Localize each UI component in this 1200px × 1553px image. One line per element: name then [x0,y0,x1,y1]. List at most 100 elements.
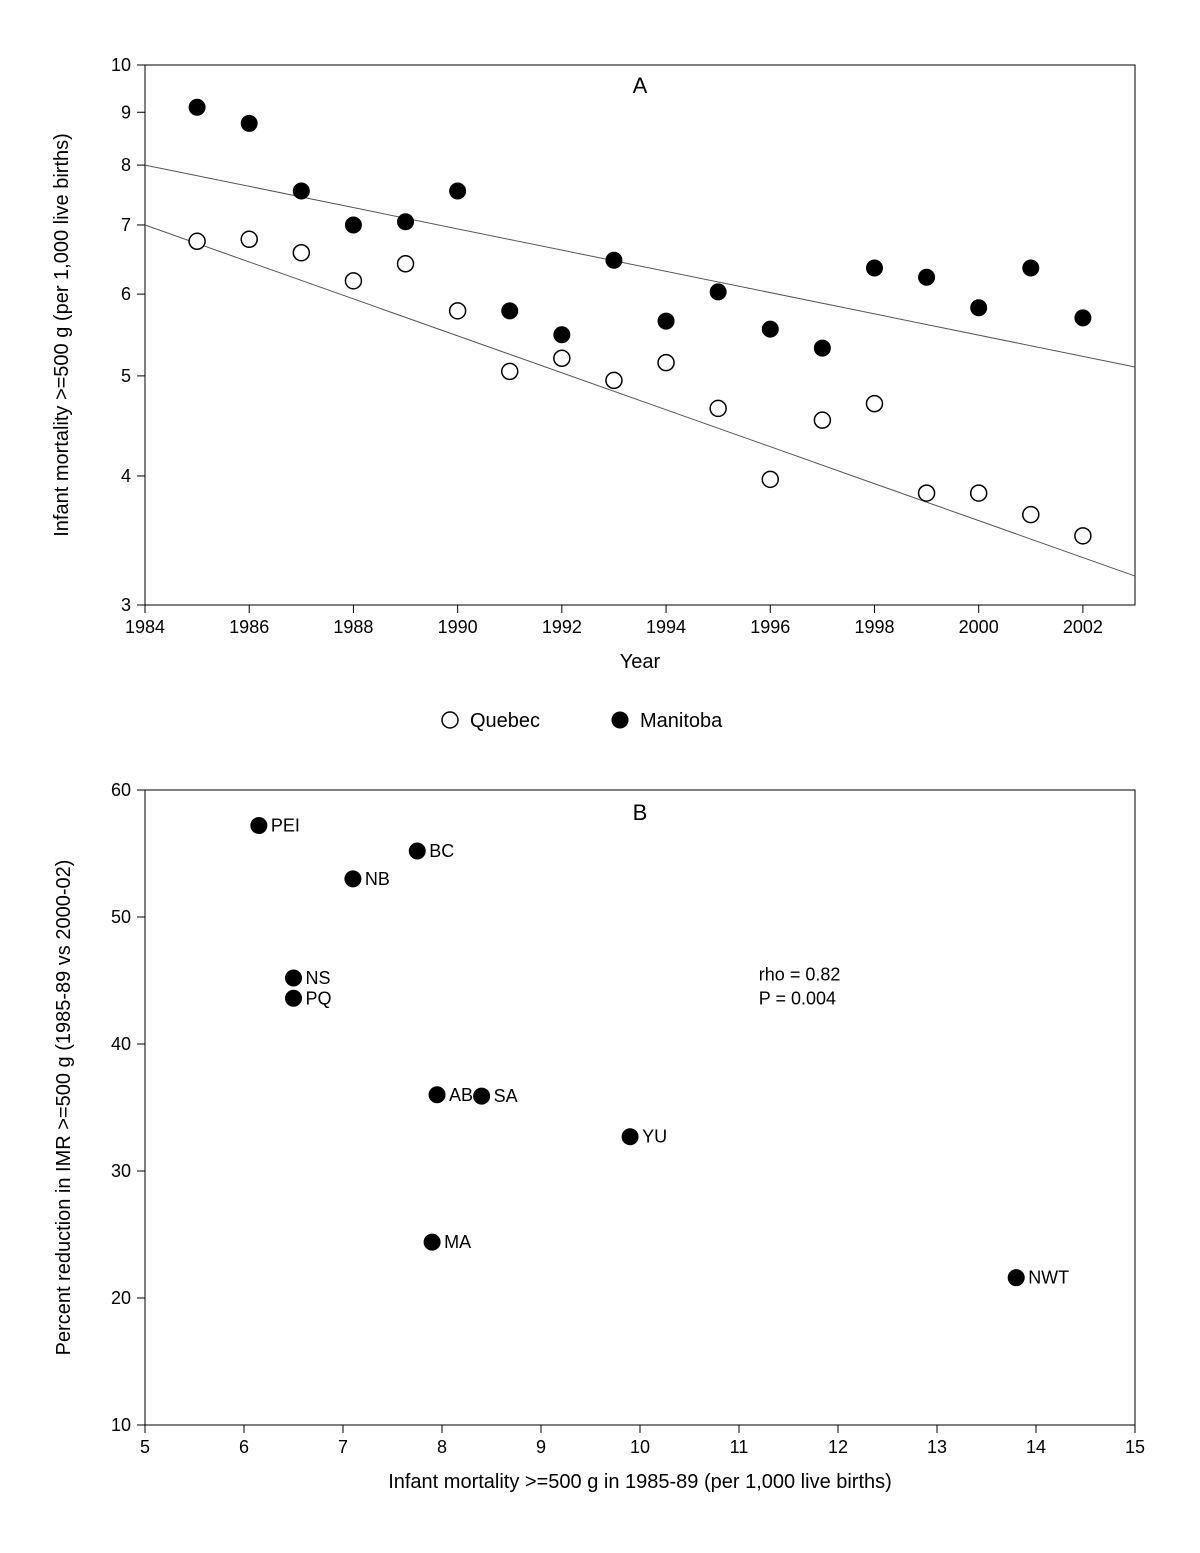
legend: Quebec Manitoba [40,700,1160,740]
data-point [293,245,309,261]
x-tick-label: 15 [1125,1437,1145,1457]
data-point [814,340,830,356]
data-point [710,400,726,416]
data-point [1075,528,1091,544]
x-tick-label: 5 [140,1437,150,1457]
data-point [919,269,935,285]
plot-area-a [145,65,1135,605]
data-point [345,871,361,887]
data-point [606,372,622,388]
point-label: AB [449,1085,473,1105]
y-tick-label: 30 [111,1161,131,1181]
data-point [866,260,882,276]
data-point [286,970,302,986]
x-tick-label: 1988 [333,617,373,637]
y-tick-label: 8 [121,155,131,175]
data-point [622,1129,638,1145]
x-tick-label: 6 [239,1437,249,1457]
data-point [189,233,205,249]
x-tick-label: 1994 [646,617,686,637]
data-point [345,217,361,233]
data-point [866,396,882,412]
data-point [241,115,257,131]
data-point [502,363,518,379]
y-tick-label: 10 [111,55,131,75]
point-label: MA [444,1232,471,1252]
data-point [450,183,466,199]
data-point [241,231,257,247]
data-point [286,990,302,1006]
x-tick-label: 1986 [229,617,269,637]
x-tick-label: 7 [338,1437,348,1457]
y-tick-label: 50 [111,907,131,927]
legend-label: Quebec [470,710,540,732]
x-tick-label: 14 [1026,1437,1046,1457]
x-tick-label: 1990 [438,617,478,637]
data-point [710,284,726,300]
annotation-text: P = 0.004 [759,989,836,1009]
y-tick-label: 4 [121,466,131,486]
x-tick-label: 10 [630,1437,650,1457]
data-point [1008,1270,1024,1286]
legend-marker [442,712,458,728]
data-point [424,1234,440,1250]
data-point [474,1088,490,1104]
y-tick-label: 6 [121,284,131,304]
data-point [189,99,205,115]
point-label: NWT [1028,1268,1069,1288]
x-tick-label: 1992 [542,617,582,637]
point-label: BC [429,841,454,861]
point-label: SA [494,1086,518,1106]
data-point [919,485,935,501]
x-tick-label: 1996 [750,617,790,637]
data-point [398,256,414,272]
data-point [971,485,987,501]
x-tick-label: 8 [437,1437,447,1457]
data-point [658,355,674,371]
y-axis-label-b: Percent reduction in IMR >=500 g (1985-8… [53,860,75,1356]
point-label: NB [365,869,390,889]
y-tick-label: 7 [121,215,131,235]
data-point [971,300,987,316]
x-tick-label: 13 [927,1437,947,1457]
data-point [398,214,414,230]
data-point [658,313,674,329]
data-point [450,303,466,319]
x-axis-label-b: Infant mortality >=500 g in 1985-89 (per… [388,1471,892,1493]
x-tick-label: 2002 [1063,617,1103,637]
plot-area-b [145,790,1135,1425]
y-tick-label: 40 [111,1034,131,1054]
data-point [554,350,570,366]
data-point [606,252,622,268]
data-point [762,471,778,487]
point-label: YU [642,1127,667,1147]
panel-b-svg: 56789101112131415102030405060Infant mort… [40,770,1160,1500]
y-tick-label: 3 [121,595,131,615]
x-tick-label: 2000 [959,617,999,637]
x-tick-label: 1998 [854,617,894,637]
legend-marker [612,712,628,728]
legend-label: Manitoba [640,710,723,732]
page: 1984198619881990199219941996199820002002… [0,0,1200,1553]
data-point [762,321,778,337]
data-point [293,183,309,199]
data-point [1023,507,1039,523]
x-axis-label-a: Year [620,651,661,673]
y-tick-label: 60 [111,780,131,800]
x-tick-label: 12 [828,1437,848,1457]
data-point [409,843,425,859]
point-label: NS [306,968,331,988]
panel-a: 1984198619881990199219941996199820002002… [40,40,1160,680]
data-point [1023,260,1039,276]
data-point [554,327,570,343]
data-point [251,818,267,834]
y-tick-label: 9 [121,102,131,122]
data-point [502,303,518,319]
panel-b-title: B [633,800,648,825]
y-tick-label: 20 [111,1288,131,1308]
x-tick-label: 9 [536,1437,546,1457]
legend-svg: Quebec Manitoba [40,700,1160,740]
annotation-text: rho = 0.82 [759,965,841,985]
panel-b: 56789101112131415102030405060Infant mort… [40,770,1160,1500]
y-tick-label: 5 [121,366,131,386]
